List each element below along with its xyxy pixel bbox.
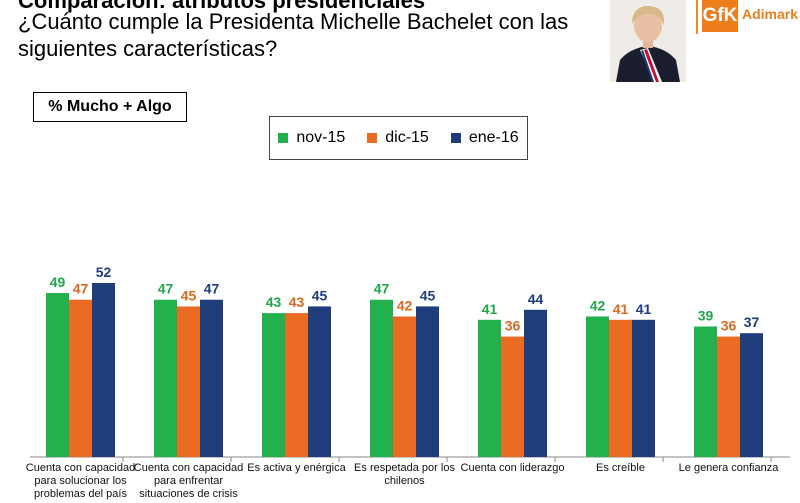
data-label-dic-15-6: 36 xyxy=(721,318,737,334)
bar-nov-15-2 xyxy=(262,313,285,457)
bar-dic-15-2 xyxy=(285,313,308,457)
legend-label-nov-15: nov-15 xyxy=(296,129,346,146)
bar-dic-15-6 xyxy=(717,336,740,457)
legend-label-ene-16: ene-16 xyxy=(468,129,519,146)
logo-mark: GfK xyxy=(702,0,738,32)
bar-nov-15-4 xyxy=(478,319,501,457)
bar-ene-16-2 xyxy=(308,306,331,457)
data-label-nov-15-1: 47 xyxy=(158,281,174,297)
bar-ene-16-0 xyxy=(92,283,115,457)
data-label-ene-16-6: 37 xyxy=(744,314,760,330)
data-label-ene-16-0: 52 xyxy=(96,264,112,280)
data-label-dic-15-4: 36 xyxy=(505,318,521,334)
data-label-dic-15-5: 41 xyxy=(613,301,629,317)
bar-ene-16-1 xyxy=(200,299,223,457)
data-label-dic-15-1: 45 xyxy=(181,287,197,303)
data-label-nov-15-5: 42 xyxy=(590,297,606,313)
data-label-nov-15-6: 39 xyxy=(698,308,714,324)
slide-title: Comparación: atributos presidenciales xyxy=(18,0,426,13)
legend-swatch-ene-16 xyxy=(450,133,461,143)
category-label-6: Le genera confianza xyxy=(678,462,779,474)
brand-logo: GfK Adimark xyxy=(696,0,800,34)
category-label-3: Es respetada por los chilenos xyxy=(354,462,455,487)
bar-dic-15-4 xyxy=(501,336,524,457)
measure-label: % Mucho + Algo xyxy=(33,92,187,122)
data-label-dic-15-3: 42 xyxy=(397,297,413,313)
bar-nov-15-0 xyxy=(46,293,69,457)
category-label-5: Es creíble xyxy=(596,462,645,474)
data-label-nov-15-3: 47 xyxy=(374,281,390,297)
legend-label-dic-15: dic-15 xyxy=(385,129,429,146)
chart-legend: nov-15 dic-15 ene-16 xyxy=(269,116,528,160)
bar-ene-16-5 xyxy=(632,319,655,457)
bar-nov-15-3 xyxy=(370,299,393,457)
bar-nov-15-6 xyxy=(694,326,717,457)
data-label-ene-16-4: 44 xyxy=(528,291,544,307)
legend-item-nov-15: nov-15 xyxy=(278,129,345,147)
legend-swatch-nov-15 xyxy=(278,133,289,143)
category-label-0: Cuenta con capacidad para solucionar los… xyxy=(25,462,136,500)
legend-item-dic-15: dic-15 xyxy=(367,129,429,147)
data-label-ene-16-5: 41 xyxy=(636,301,652,317)
bar-ene-16-3 xyxy=(416,306,439,457)
data-label-nov-15-0: 49 xyxy=(50,274,66,290)
logo-text: Adimark xyxy=(742,6,799,22)
bar-nov-15-5 xyxy=(586,316,609,457)
bar-dic-15-1 xyxy=(177,306,200,457)
bar-ene-16-4 xyxy=(524,309,547,457)
legend-swatch-dic-15 xyxy=(367,133,378,143)
category-label-1: Cuenta con capacidad para enfrentar situ… xyxy=(133,462,244,500)
data-label-ene-16-2: 45 xyxy=(312,287,328,303)
bar-dic-15-5 xyxy=(609,319,632,457)
legend-item-ene-16: ene-16 xyxy=(450,129,519,147)
portrait-image xyxy=(610,0,686,82)
data-label-nov-15-4: 41 xyxy=(482,301,498,317)
president-photo xyxy=(610,0,686,82)
bar-ene-16-6 xyxy=(740,333,763,457)
bar-dic-15-3 xyxy=(393,316,416,457)
category-label-2: Es activa y enérgica xyxy=(247,462,346,474)
data-label-ene-16-3: 45 xyxy=(420,287,436,303)
data-label-nov-15-2: 43 xyxy=(266,294,282,310)
category-label-4: Cuenta con liderazgo xyxy=(460,462,565,474)
bar-dic-15-0 xyxy=(69,299,92,457)
bar-nov-15-1 xyxy=(154,299,177,457)
data-label-dic-15-2: 43 xyxy=(289,294,305,310)
data-label-ene-16-1: 47 xyxy=(204,281,220,297)
data-label-dic-15-0: 47 xyxy=(73,281,89,297)
survey-question: ¿Cuánto cumple la Presidenta Michelle Ba… xyxy=(18,9,569,61)
